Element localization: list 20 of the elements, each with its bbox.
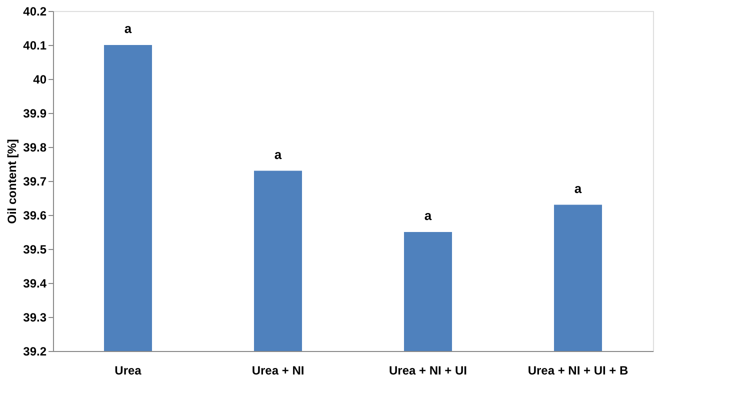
y-tick-label: 40.1 bbox=[23, 38, 47, 52]
x-tick-label: Urea + NI bbox=[252, 364, 304, 378]
y-tick-label: 39.7 bbox=[23, 174, 47, 188]
annotation: a bbox=[574, 180, 582, 196]
y-tick-label: 39.9 bbox=[23, 106, 47, 120]
y-axis-title: Oil content [%] bbox=[5, 139, 20, 224]
x-tick-label: Urea bbox=[114, 364, 142, 378]
annotation: a bbox=[424, 208, 432, 223]
x-tick-label: Urea + NI + UI + B bbox=[528, 364, 629, 378]
x-tick-label: Urea + NI + UI bbox=[388, 364, 468, 378]
y-tick-label: 40 bbox=[33, 72, 47, 86]
annotation: a bbox=[274, 146, 282, 162]
y-tick-label: 40.2 bbox=[23, 4, 47, 18]
y-tick-label: 39.4 bbox=[23, 276, 47, 290]
annotation: a bbox=[124, 21, 132, 36]
y-tick-label: 39.2 bbox=[23, 344, 47, 358]
y-tick-label: 39.6 bbox=[23, 208, 47, 222]
y-tick-label: 39.8 bbox=[23, 140, 47, 154]
y-tick-label: 39.5 bbox=[23, 242, 47, 256]
y-tick-label: 39.3 bbox=[23, 310, 47, 324]
